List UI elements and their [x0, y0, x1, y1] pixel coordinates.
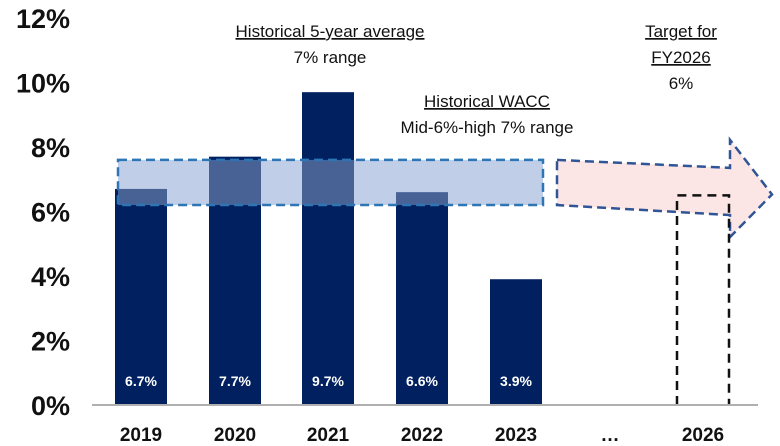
y-tick-label: 12%: [16, 4, 70, 34]
bar-2021: [302, 92, 354, 406]
bars: [115, 92, 542, 406]
target-arrow: [555, 136, 774, 241]
y-tick-label: 8%: [31, 133, 70, 163]
x-tick-label: 2019: [120, 425, 162, 446]
data-label: 9.7%: [312, 373, 344, 389]
y-tick-label: 2%: [31, 327, 70, 357]
x-tick-label: 2026: [682, 425, 724, 446]
wacc-band-outline: [116, 158, 545, 207]
data-label: 3.9%: [500, 373, 532, 389]
target-value: 6%: [669, 74, 694, 93]
data-label: 6.7%: [125, 373, 157, 389]
avg-value: 7% range: [294, 48, 367, 67]
x-tick-label: 2023: [495, 425, 537, 446]
target-title-line1: Target for: [645, 22, 717, 41]
data-label-box: [490, 366, 542, 396]
y-tick-label: 10%: [16, 69, 70, 99]
bar-2020: [209, 156, 261, 405]
x-tick-label: …: [601, 425, 620, 446]
data-label: 7.7%: [219, 373, 251, 389]
target-title-line2: FY2026: [651, 48, 711, 67]
data-label-box: [302, 366, 354, 396]
target-arrow-shape: [555, 136, 774, 241]
wacc-title: Historical WACC: [424, 92, 550, 111]
data-label-box: [209, 366, 261, 396]
data-label-box: [115, 366, 167, 396]
y-tick-label: 4%: [31, 262, 70, 292]
target-bar-outline: [675, 194, 731, 405]
x-tick-label: 2021: [307, 425, 350, 446]
y-axis-ticks: 0% 2% 4% 6% 8% 10% 12%: [16, 4, 70, 421]
x-tick-label: 2020: [214, 425, 256, 446]
data-labels: 6.7% 7.7% 9.7% 6.6% 3.9%: [115, 366, 542, 396]
y-tick-label: 6%: [31, 198, 70, 228]
target-2026: [675, 194, 731, 405]
wacc-band-shade: [118, 159, 543, 206]
y-tick-label: 0%: [31, 391, 70, 421]
wacc-band-overlay: [116, 158, 545, 207]
x-tick-label: 2022: [401, 425, 443, 446]
wacc-value: Mid-6%-high 7% range: [401, 118, 574, 137]
data-label-box: [396, 366, 448, 396]
x-axis-ticks: 2019 2020 2021 2022 2023 … 2026: [120, 425, 724, 446]
data-label: 6.6%: [406, 373, 438, 389]
avg-title: Historical 5-year average: [236, 22, 425, 41]
